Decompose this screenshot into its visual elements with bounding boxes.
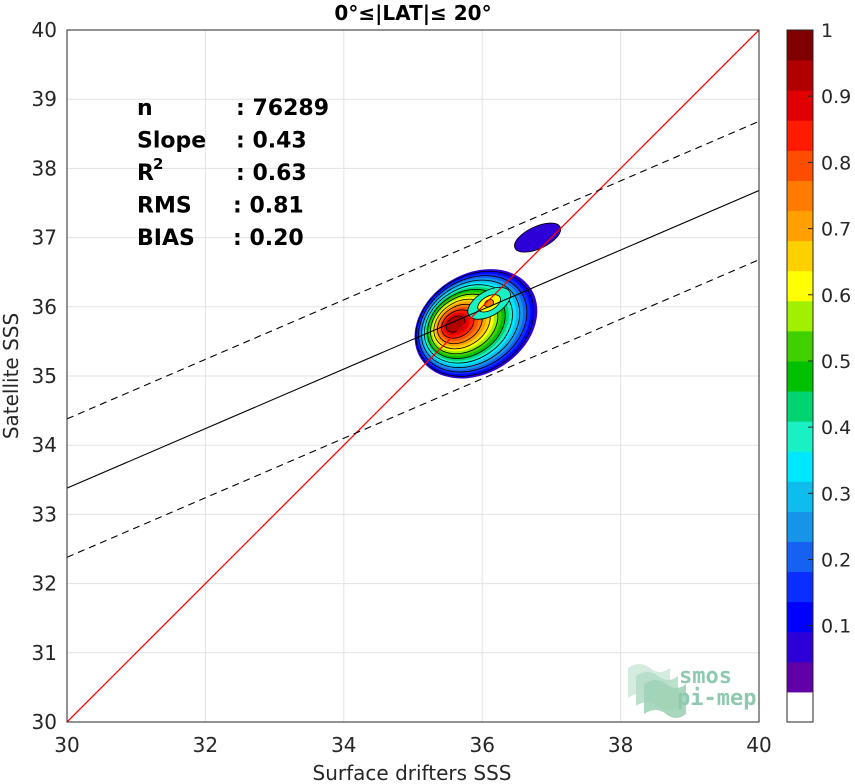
colorbar-tick-label: 0.2 bbox=[821, 550, 851, 572]
x-axis-label: Surface drifters SSS bbox=[313, 761, 512, 784]
colorbar-segment bbox=[787, 631, 813, 663]
stat-value: : 0.63 bbox=[236, 161, 307, 186]
colorbar-segment bbox=[787, 451, 813, 482]
colorbar-tick-label: 0.8 bbox=[821, 152, 851, 174]
y-tick-label: 37 bbox=[32, 226, 57, 250]
statistics-box: n : 76289 Slope : 0.43 R 2 : 0.63 RMS : 0.81 BIAS… bbox=[137, 96, 329, 251]
y-axis-label: Satellite SSS bbox=[0, 313, 23, 439]
stat-label: n bbox=[137, 96, 153, 121]
y-tick-label: 38 bbox=[32, 156, 57, 180]
y-tick-label: 31 bbox=[32, 641, 57, 665]
y-tick-labels: 30 31 32 33 34 35 36 37 38 39 40 bbox=[32, 18, 57, 734]
colorbar-segment bbox=[787, 180, 813, 212]
y-tick-label: 35 bbox=[32, 364, 57, 388]
colorbar: 0.1 0.2 0.3 0.4 0.5 0.6 0.7 0.8 0.9 1 bbox=[786, 20, 851, 723]
colorbar-segment bbox=[787, 30, 813, 61]
density-contours bbox=[414, 222, 562, 379]
fit-upper-band bbox=[67, 120, 759, 420]
stat-value: : 76289 bbox=[236, 96, 329, 121]
colorbar-tick-label: 0.9 bbox=[821, 86, 851, 108]
colorbar-segment bbox=[787, 150, 813, 181]
stat-label: Slope bbox=[137, 129, 206, 154]
colorbar-tick-label: 0.3 bbox=[821, 483, 851, 505]
colorbar-segment bbox=[787, 541, 813, 573]
logo-wave-shape bbox=[644, 680, 686, 718]
colorbar-segment bbox=[787, 330, 813, 362]
identity-line bbox=[67, 30, 759, 722]
colorbar-segment bbox=[787, 90, 813, 121]
stat-superscript: 2 bbox=[153, 155, 163, 173]
colorbar-segment bbox=[787, 120, 813, 151]
colorbar-frame bbox=[786, 29, 814, 723]
x-tick-labels: 30 32 34 36 38 40 bbox=[54, 733, 771, 757]
regression-lines bbox=[67, 30, 759, 722]
colorbar-tick-label: 0.4 bbox=[821, 417, 851, 439]
y-tick-label: 33 bbox=[32, 502, 57, 526]
colorbar-segment bbox=[787, 240, 813, 272]
colorbar-segment bbox=[787, 661, 813, 693]
y-tick-label: 40 bbox=[32, 18, 57, 42]
x-tick-label: 36 bbox=[469, 733, 494, 757]
colorbar-tick-label: 0.7 bbox=[821, 219, 851, 241]
logo-text-smos: smos bbox=[679, 664, 732, 689]
y-tick-label: 30 bbox=[32, 710, 57, 734]
colorbar-segment bbox=[787, 481, 813, 512]
y-tick-label: 36 bbox=[32, 295, 57, 319]
colorbar-segment bbox=[787, 300, 813, 332]
colorbar-tick-label: 0.5 bbox=[821, 351, 851, 373]
colorbar-segment bbox=[787, 421, 813, 452]
stat-value: : 0.43 bbox=[236, 129, 307, 154]
chart-title: 0°≤|LAT|≤ 20° bbox=[334, 1, 491, 25]
colorbar-tick-label: 0.1 bbox=[821, 616, 851, 638]
grid bbox=[66, 29, 760, 723]
colorbar-segment bbox=[787, 601, 813, 633]
x-tick-label: 40 bbox=[746, 733, 771, 757]
stat-label: R bbox=[137, 161, 154, 186]
logo-text-pimep: pi-mep bbox=[677, 686, 756, 711]
stat-label: BIAS bbox=[137, 226, 195, 251]
plot-frame bbox=[66, 29, 760, 723]
colorbar-segment bbox=[787, 571, 813, 603]
x-tick-label: 30 bbox=[54, 733, 79, 757]
colorbar-segment bbox=[787, 60, 813, 91]
x-tick-label: 38 bbox=[608, 733, 633, 757]
colorbar-tick-label: 1 bbox=[821, 20, 833, 42]
stat-value: : 0.81 bbox=[233, 194, 304, 219]
stat-label: RMS bbox=[137, 194, 192, 219]
colorbar-tick-label: 0.6 bbox=[821, 285, 851, 307]
colorbar-segment bbox=[787, 691, 813, 723]
stat-value: : 0.20 bbox=[233, 226, 304, 251]
colorbar-segment bbox=[787, 391, 813, 422]
x-tick-label: 34 bbox=[331, 733, 356, 757]
fit-lower-band bbox=[67, 259, 759, 558]
colorbar-segment bbox=[787, 210, 813, 242]
colorbar-segment bbox=[787, 511, 813, 542]
x-tick-label: 32 bbox=[193, 733, 218, 757]
y-tick-label: 34 bbox=[32, 433, 57, 457]
colorbar-segment bbox=[787, 270, 813, 302]
y-tick-label: 39 bbox=[32, 87, 57, 111]
fit-line bbox=[67, 190, 759, 489]
y-tick-label: 32 bbox=[32, 572, 57, 596]
colorbar-segment bbox=[787, 360, 813, 392]
